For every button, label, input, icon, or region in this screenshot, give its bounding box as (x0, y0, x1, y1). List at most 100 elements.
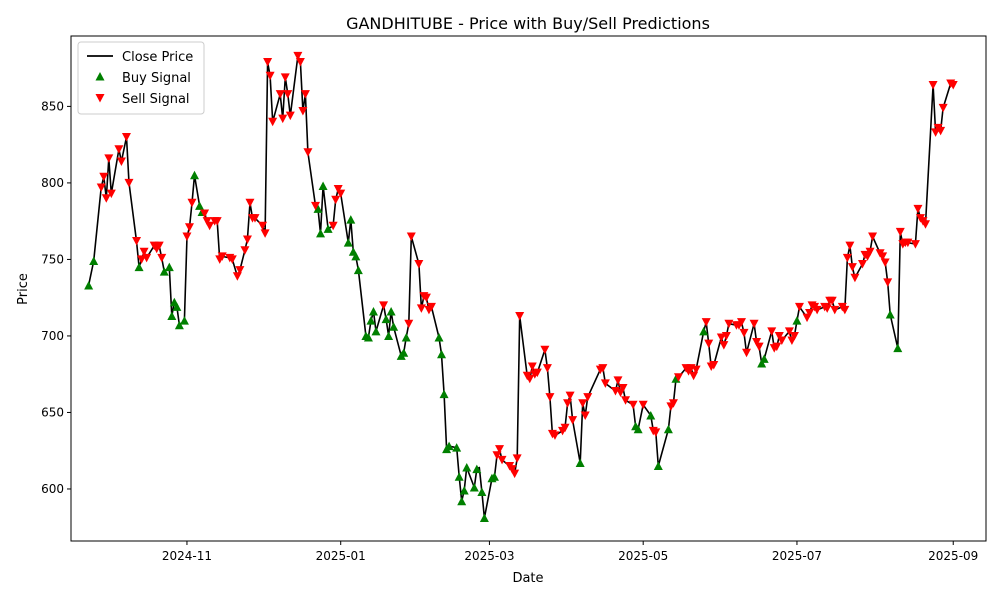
buy-signal-marker (89, 256, 99, 265)
buy-signal-marker (452, 443, 462, 452)
sell-signal-marker (124, 178, 134, 188)
sell-signal-marker (217, 252, 227, 261)
sell-signal-marker (495, 445, 505, 454)
sell-signal-marker (921, 220, 931, 229)
sell-signal-marker (716, 333, 726, 342)
buy-signal-marker (885, 310, 895, 319)
sell-signal-marker (840, 305, 850, 315)
y-tick-label: 850 (41, 99, 64, 113)
sell-signal-marker (903, 238, 913, 248)
sell-signal-marker (847, 263, 857, 272)
sell-signal-marker (512, 454, 522, 463)
buy-signal-marker (343, 238, 353, 247)
buy-signal-marker (439, 389, 449, 399)
y-tick-label: 700 (41, 329, 64, 343)
sell-signal-marker (525, 374, 535, 384)
sell-signal-marker (265, 71, 275, 81)
buy-signal-marker (472, 464, 482, 474)
sell-signal-marker (96, 183, 106, 192)
sell-signal-marker (139, 247, 149, 257)
x-axis: 2024-11 2025-01 2025-03 2025-05 2025-07 2025-… (162, 541, 978, 563)
buy-signal-marker (653, 461, 663, 471)
sell-signal-marker (205, 221, 215, 231)
sell-signal-marker (104, 154, 114, 163)
sell-signal-marker (913, 204, 923, 214)
sell-signal-marker (724, 319, 734, 329)
legend-box (77, 41, 205, 115)
sell-signal-marker (545, 393, 555, 402)
sell-signal-marker (245, 198, 255, 208)
sell-signal-marker (668, 399, 678, 408)
sell-signal-marker (857, 260, 867, 269)
x-tick-label: 2025-01 (316, 549, 366, 563)
sell-signal-marker (721, 331, 731, 341)
sell-signal-marker (283, 90, 293, 99)
sell-signal-marker (200, 209, 210, 219)
sell-signal-marker (618, 383, 628, 393)
buy-signal-marker (757, 358, 767, 368)
buy-signal-marker (893, 343, 903, 353)
sell-signal-marker (628, 400, 638, 410)
sell-signal-marker (845, 241, 855, 251)
sell-signal-marker (510, 469, 520, 479)
sell-signal-marker (157, 253, 167, 263)
sell-signal-marker (278, 114, 288, 124)
sell-signal-marker (789, 331, 799, 341)
buy-signal-marker (172, 302, 182, 311)
buy-signal-marker (459, 486, 469, 495)
sell-signal-marker (280, 73, 290, 82)
sell-signal-marker (568, 416, 578, 425)
y-axis-label: Price (16, 273, 31, 305)
buy-signal-marker (179, 316, 189, 325)
sell-signal-marker (121, 133, 131, 142)
sell-signal-marker (749, 319, 759, 329)
sell-signal-marker (673, 373, 683, 382)
buy-signal-marker (363, 332, 373, 342)
sell-signal-marker (101, 194, 111, 203)
sell-signal-marker (212, 217, 222, 226)
sell-signal-marker (719, 341, 729, 350)
sell-signal-marker (132, 237, 142, 246)
sell-signal-marker (794, 302, 804, 312)
buy-signal-marker (462, 463, 472, 472)
sell-signal-marker (948, 80, 958, 90)
sell-signal-marker (865, 247, 875, 257)
sell-signal-marker (621, 396, 631, 405)
sell-signal-marker (328, 221, 338, 231)
sell-signal-marker (754, 342, 764, 352)
sell-signal-marker (242, 235, 252, 245)
sell-signal-marker (910, 240, 920, 249)
buy-signal-marker (371, 326, 381, 336)
sell-signal-marker (492, 451, 502, 460)
sell-signal-marker (822, 304, 832, 313)
sell-signal-marker (938, 103, 948, 113)
sell-signal-marker (812, 305, 822, 315)
sell-signal-marker (336, 189, 346, 199)
sell-signal-marker (268, 117, 278, 127)
buy-signal-marker (663, 424, 673, 434)
x-axis-label: Date (512, 571, 543, 586)
buy-signal-marker (316, 228, 326, 238)
buy-signal-marker (366, 316, 376, 325)
sell-signal-marker (404, 319, 414, 329)
sell-signal-marker (638, 400, 648, 410)
y-tick-label: 800 (41, 176, 64, 190)
sell-signal-marker (184, 223, 194, 232)
buy-signal-marker (190, 170, 200, 180)
sell-signal-marker (560, 423, 570, 433)
x-tick-label: 2025-05 (618, 549, 668, 563)
sell-signal-marker (777, 336, 787, 346)
buy-signal-marker (195, 201, 205, 210)
sell-signal-marker (580, 411, 590, 421)
sell-signal-marker (232, 272, 242, 281)
buy-signal-marker (381, 314, 391, 324)
x-tick-label: 2025-09 (928, 549, 978, 563)
close-price-line (87, 55, 954, 519)
sell-signal-marker (527, 362, 537, 372)
sell-signal-marker (842, 253, 852, 263)
sell-signal-marker (182, 232, 192, 241)
buy-signal-marker (174, 320, 184, 330)
sell-signal-marker (583, 393, 593, 402)
sell-signal-marker (578, 399, 588, 408)
